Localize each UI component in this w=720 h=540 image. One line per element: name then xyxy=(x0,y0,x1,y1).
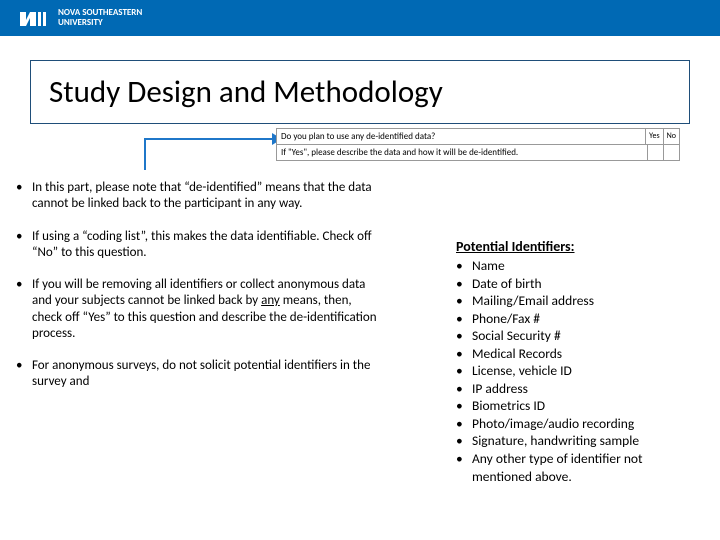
yes-label: Yes xyxy=(645,129,662,144)
page-title: Study Design and Methodology xyxy=(49,73,671,111)
no-cell xyxy=(663,145,679,160)
logo-line2: UNIVERSITY xyxy=(58,18,142,28)
university-logo: NOVA SOUTHEASTERN UNIVERSITY xyxy=(16,6,142,30)
content-area: • In this part, please note that “de-ide… xyxy=(0,180,720,485)
list-item: •Phone/Fax # xyxy=(456,310,700,328)
bullet-text: If using a “coding list”, this makes the… xyxy=(32,229,382,262)
bullet-text: For anonymous surveys, do not solicit po… xyxy=(32,358,382,391)
list-item: •Date of birth xyxy=(456,275,700,293)
list-item: •License, vehicle ID xyxy=(456,362,700,380)
yes-cell xyxy=(647,145,663,160)
list-item: •Any other type of identifier not mentio… xyxy=(456,450,700,485)
list-item: •Signature, handwriting sample xyxy=(456,432,700,450)
form-question-2: If "Yes", please describe the data and h… xyxy=(277,145,647,160)
no-label: No xyxy=(663,129,679,144)
identifiers-list: •Name •Date of birth •Mailing/Email addr… xyxy=(456,257,700,485)
bullet-item: • In this part, please note that “de-ide… xyxy=(16,180,382,213)
identifiers-header: Potential Identifiers: xyxy=(456,238,700,255)
form-snippet: Do you plan to use any de-identified dat… xyxy=(276,128,680,161)
list-item: •Social Security # xyxy=(456,327,700,345)
list-item: •IP address xyxy=(456,380,700,398)
bullet-column: • In this part, please note that “de-ide… xyxy=(0,180,390,485)
nsu-logo-icon xyxy=(16,6,52,30)
identifiers-column: Potential Identifiers: •Name •Date of bi… xyxy=(390,180,720,485)
list-item: •Mailing/Email address xyxy=(456,292,700,310)
list-item: •Name xyxy=(456,257,700,275)
bullet-item: • If using a “coding list”, this makes t… xyxy=(16,229,382,262)
bullet-text: If you will be removing all identifiers … xyxy=(32,277,382,342)
callout-arrow xyxy=(144,130,284,160)
bullet-text: In this part, please note that “de-ident… xyxy=(32,180,382,213)
list-item: •Photo/image/audio recording xyxy=(456,415,700,433)
bullet-item: • If you will be removing all identifier… xyxy=(16,277,382,342)
title-box: Study Design and Methodology xyxy=(30,60,690,124)
bullet-item: • For anonymous surveys, do not solicit … xyxy=(16,358,382,391)
yes-no-labels: Yes No xyxy=(645,129,679,144)
form-question-1: Do you plan to use any de-identified dat… xyxy=(277,129,645,144)
logo-text: NOVA SOUTHEASTERN UNIVERSITY xyxy=(58,8,142,28)
list-item: •Biometrics ID xyxy=(456,397,700,415)
header-bar: NOVA SOUTHEASTERN UNIVERSITY xyxy=(0,0,720,36)
list-item: •Medical Records xyxy=(456,345,700,363)
